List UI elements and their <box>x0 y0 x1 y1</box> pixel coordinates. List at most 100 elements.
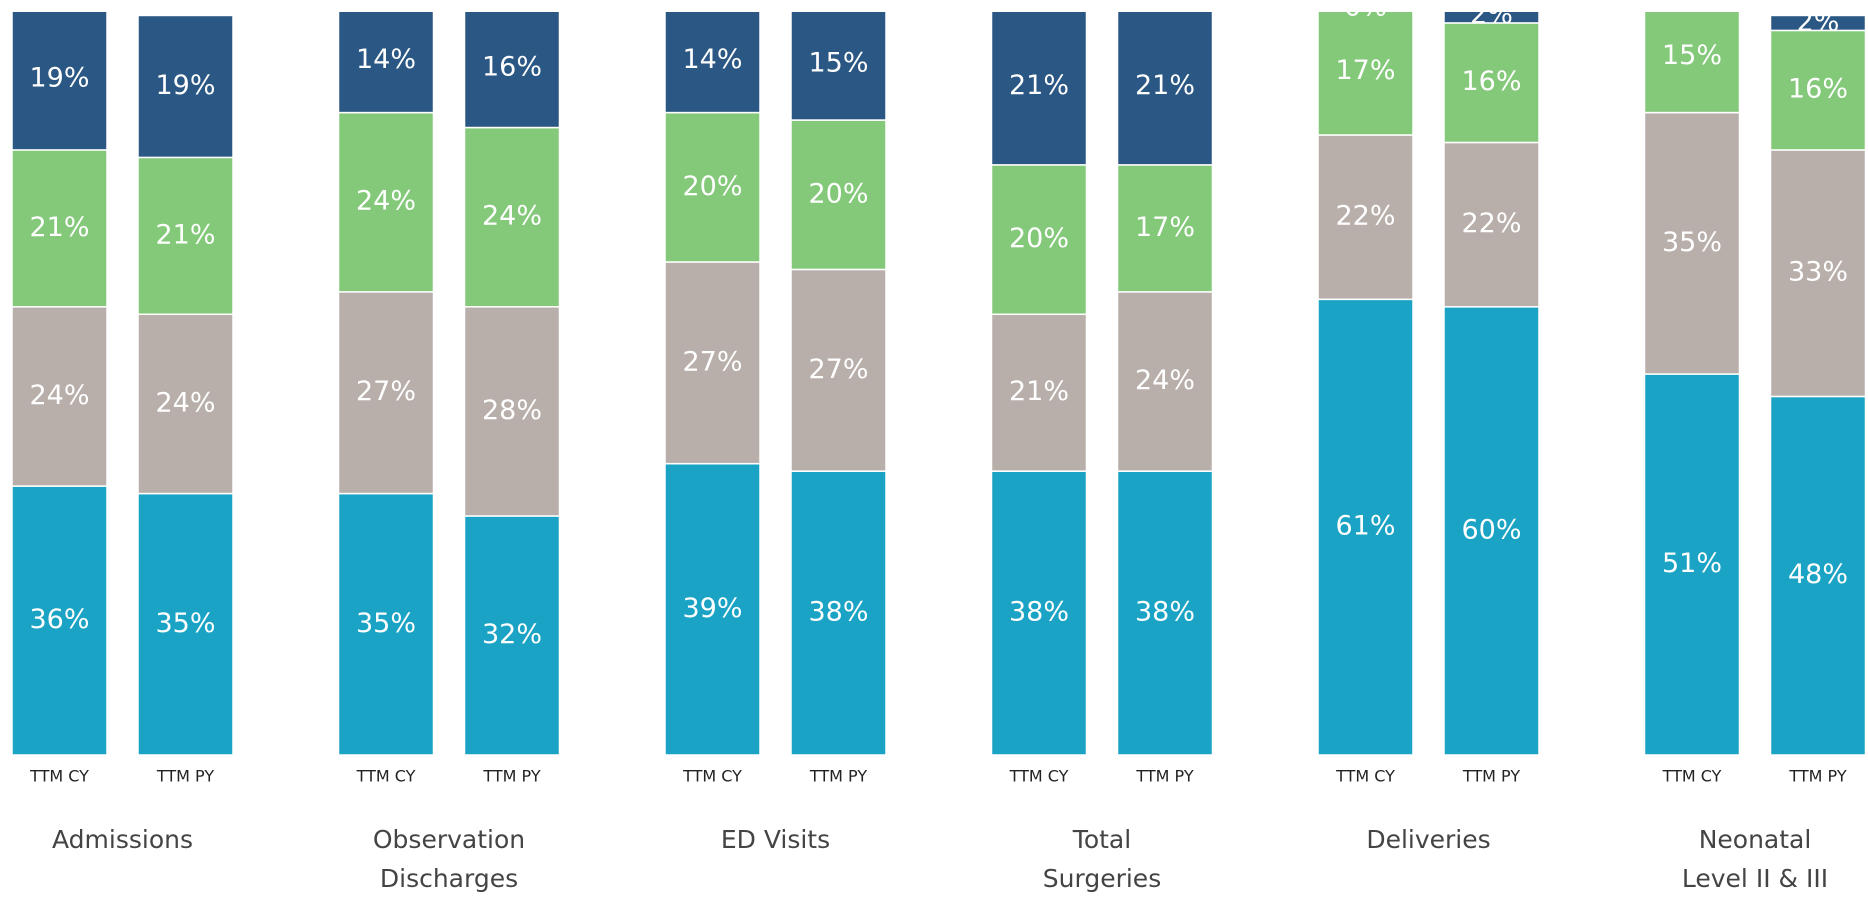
bar-segment <box>137 14 234 159</box>
x-tick-label: TTM CY <box>356 767 416 786</box>
value-label: 16% <box>1461 66 1521 97</box>
bar-segment <box>463 126 561 308</box>
value-label: 16% <box>1788 74 1848 105</box>
bar-segment <box>1769 149 1867 398</box>
x-tick-label: TTM PY <box>482 767 540 786</box>
bar-segment <box>137 492 234 756</box>
value-label: 21% <box>155 219 215 250</box>
group-label: Deliveries <box>1366 825 1491 854</box>
bar-segment <box>1116 12 1214 166</box>
bar-segment <box>463 515 561 756</box>
value-label: 36% <box>29 604 89 635</box>
value-label: 21% <box>1135 70 1195 101</box>
value-label: 15% <box>1662 40 1722 71</box>
value-label: 38% <box>1135 597 1195 628</box>
bar-segment <box>1116 291 1214 472</box>
value-label: 61% <box>1335 511 1395 542</box>
bar-segment <box>11 485 108 756</box>
bar-segment <box>990 164 1088 316</box>
value-label: 24% <box>155 387 215 418</box>
x-tick-label: TTM PY <box>1788 767 1846 786</box>
bar-segment <box>1769 29 1867 151</box>
bar-segment <box>790 119 887 271</box>
value-label: 24% <box>29 380 89 411</box>
value-label: 20% <box>808 178 868 209</box>
value-label: 21% <box>1009 376 1069 407</box>
bar-segment <box>1443 306 1540 756</box>
bar-segment <box>337 12 435 114</box>
bar-segment <box>1443 12 1540 24</box>
value-label: 20% <box>1009 223 1069 254</box>
bar-segment <box>1769 14 1867 32</box>
value-label: 24% <box>482 201 542 232</box>
value-label: 48% <box>1788 559 1848 590</box>
value-label: 38% <box>808 597 868 628</box>
bar-segment <box>990 470 1088 756</box>
group-label: Observation Discharges <box>372 825 526 893</box>
bar-segment <box>1643 111 1741 375</box>
bar-segment <box>664 12 761 114</box>
bar-segment <box>1116 164 1214 293</box>
plot-area: 36% 24% 21% 19% 35% 24% 21% 19% 35% 27% 24% 14% 32% 2… <box>11 0 1867 756</box>
value-label: 35% <box>155 608 215 639</box>
bar-segment <box>337 492 435 756</box>
value-label: 20% <box>682 171 742 202</box>
value-label: 14% <box>682 44 742 75</box>
bar-segment <box>137 156 234 316</box>
group-label: Total Surgeries <box>1042 825 1162 893</box>
x-tick-label: TTM CY <box>1335 767 1395 786</box>
value-label: 28% <box>482 395 542 426</box>
bar-segment <box>1317 134 1414 301</box>
x-tick-label: TTM CY <box>1662 767 1722 786</box>
value-label: 38% <box>1009 597 1069 628</box>
bar-segment <box>1317 12 1414 136</box>
value-label: 24% <box>1135 365 1195 396</box>
bar-segment <box>664 261 761 465</box>
value-label: 0% <box>1671 0 1714 15</box>
x-tick-label: TTM PY <box>156 767 214 786</box>
value-label: 35% <box>356 608 416 639</box>
bar-segment <box>137 313 234 495</box>
bar-segment <box>463 12 561 129</box>
value-label: 21% <box>1009 70 1069 101</box>
bar-segment <box>664 111 761 263</box>
bar-segment <box>1769 395 1867 756</box>
group-label: Neonatal Level II & III <box>1681 825 1829 893</box>
value-label: 17% <box>1135 212 1195 243</box>
value-label: 27% <box>356 376 416 407</box>
bar-segment <box>11 306 108 487</box>
value-label: 14% <box>356 44 416 75</box>
bar-segment <box>463 306 561 517</box>
value-label: 21% <box>29 212 89 243</box>
value-label: 16% <box>482 51 542 82</box>
bar-segment <box>11 12 108 151</box>
value-label: 22% <box>1335 201 1395 232</box>
x-tick-label: TTM PY <box>1462 767 1520 786</box>
value-label: 15% <box>808 48 868 79</box>
x-tick-label: TTM PY <box>1135 767 1193 786</box>
group-label: ED Visits <box>720 825 831 854</box>
value-label: 22% <box>1461 208 1521 239</box>
bar-segment <box>1643 12 1741 114</box>
bar-segment <box>990 313 1088 472</box>
value-label: 27% <box>682 346 742 377</box>
value-label: 19% <box>29 62 89 93</box>
bar-segment <box>790 12 887 121</box>
bar-segment <box>990 12 1088 166</box>
value-label: 2% <box>1797 6 1840 37</box>
value-label: 24% <box>356 186 416 217</box>
bar-segment <box>1643 373 1741 756</box>
value-label: 33% <box>1788 257 1848 288</box>
value-label: 17% <box>1335 55 1395 86</box>
value-label: 60% <box>1461 514 1521 545</box>
value-label: 51% <box>1662 548 1722 579</box>
x-tick-label: TTM CY <box>1009 767 1069 786</box>
value-label: 19% <box>155 70 215 101</box>
value-label: 0% <box>1344 0 1387 23</box>
value-label: 32% <box>482 619 542 650</box>
value-label: 39% <box>682 593 742 624</box>
value-label: 35% <box>1662 227 1722 258</box>
value-label: 27% <box>808 354 868 385</box>
